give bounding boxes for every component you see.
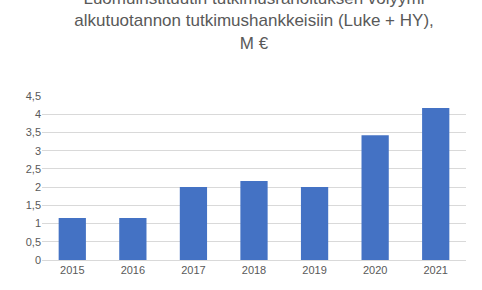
svg-text:1,5: 1,5 <box>26 199 41 211</box>
svg-text:1: 1 <box>35 217 41 229</box>
svg-text:2016: 2016 <box>121 264 145 276</box>
svg-text:2019: 2019 <box>302 264 326 276</box>
svg-text:2020: 2020 <box>363 264 387 276</box>
svg-text:2015: 2015 <box>60 264 84 276</box>
svg-text:4: 4 <box>35 108 41 120</box>
svg-text:0: 0 <box>35 254 41 266</box>
svg-text:4,5: 4,5 <box>26 90 41 102</box>
svg-text:2017: 2017 <box>181 264 205 276</box>
svg-text:0,5: 0,5 <box>26 236 41 248</box>
svg-text:3,5: 3,5 <box>26 126 41 138</box>
svg-text:3: 3 <box>35 145 41 157</box>
svg-text:2: 2 <box>35 181 41 193</box>
svg-text:2,5: 2,5 <box>26 163 41 175</box>
svg-text:2021: 2021 <box>423 264 447 276</box>
svg-text:2018: 2018 <box>242 264 266 276</box>
svg-text:Luomuinstituutin tutkimusrahoi: Luomuinstituutin tutkimusrahoituksen vol… <box>74 0 434 53</box>
